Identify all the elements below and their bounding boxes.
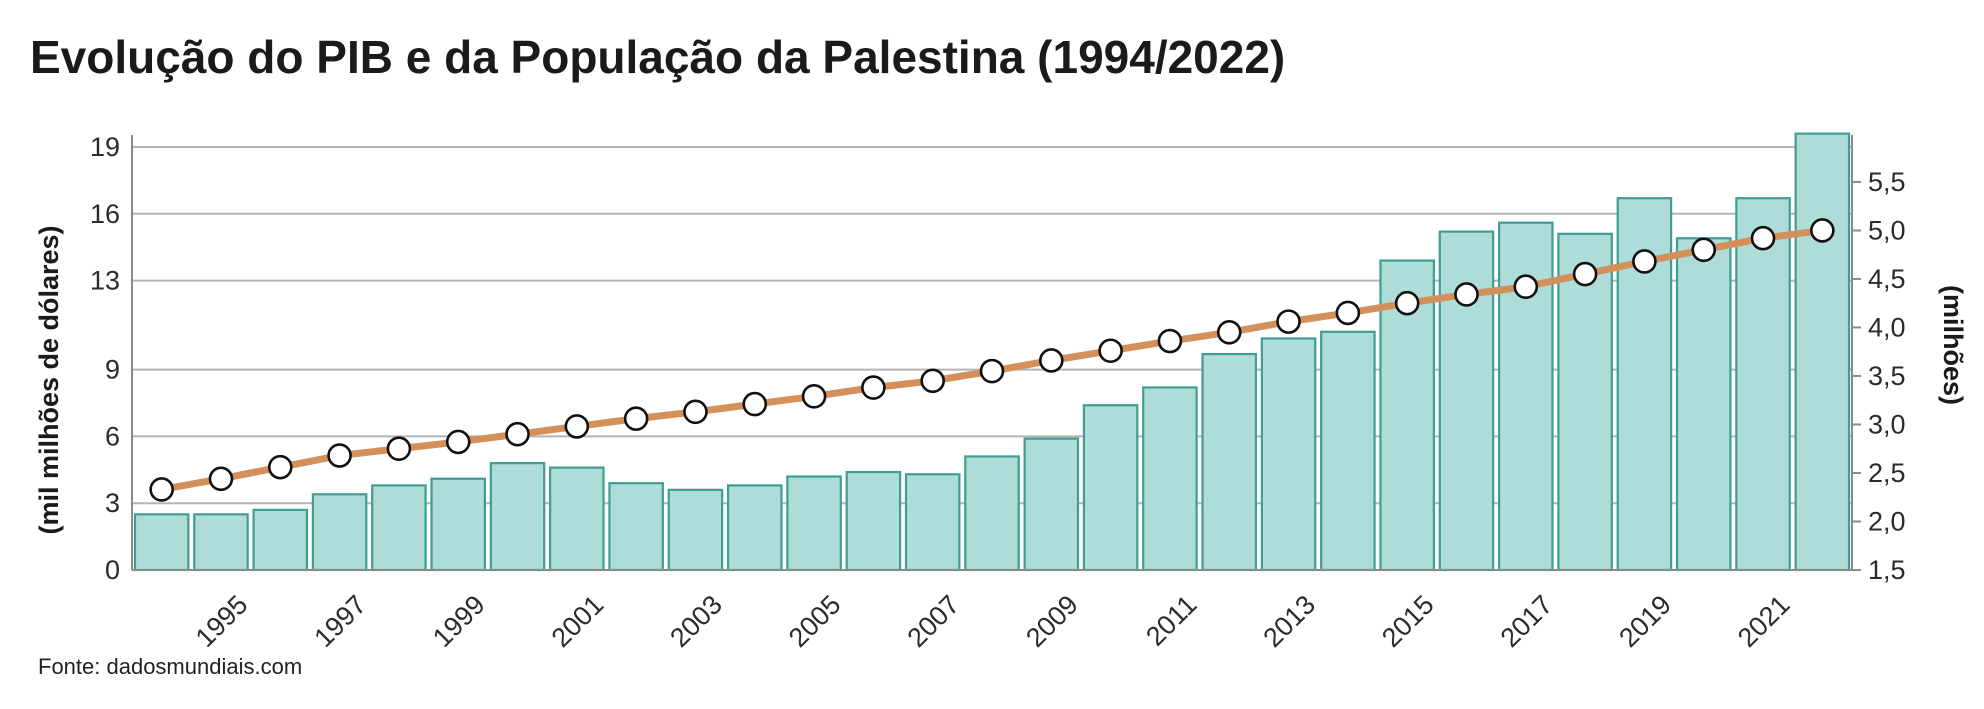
gdp-bar (726, 484, 783, 572)
gdp-bar (430, 477, 486, 572)
population-point (1216, 320, 1242, 345)
left-tick-label: 6 (105, 421, 120, 451)
population-point (386, 436, 412, 462)
gdp-bars (133, 132, 1851, 572)
x-tick-label: 1995 (190, 589, 254, 653)
gdp-bar (1142, 386, 1198, 572)
population-point (149, 477, 174, 502)
x-tick-label: 2011 (1140, 589, 1202, 651)
x-tick-label: 2007 (902, 589, 966, 653)
source-note: Fonte: dadosmundiais.com (38, 654, 303, 679)
gdp-bar (608, 482, 664, 572)
population-point (1750, 225, 1776, 251)
chart-title: Evolução do PIB e da População da Palest… (30, 31, 1286, 83)
population-point (564, 414, 590, 439)
population-point (1632, 249, 1657, 274)
gdp-bar (964, 455, 1020, 572)
population-point (1157, 328, 1183, 354)
gdp-bar (786, 475, 842, 572)
gdp-bar (311, 493, 368, 572)
population-point (1394, 290, 1420, 316)
right-tick-label: 2,5 (1868, 458, 1906, 488)
x-tick-label: 2015 (1376, 589, 1440, 653)
gdp-bar (1675, 237, 1732, 572)
gdp-bar (1023, 437, 1080, 572)
population-point (1039, 348, 1064, 373)
population-point (1276, 309, 1301, 334)
right-tick-label: 3,0 (1868, 409, 1906, 439)
population-point (267, 454, 293, 480)
axes (131, 135, 1861, 571)
population-point (861, 375, 886, 400)
population-point (801, 384, 827, 409)
right-tick-label: 5,5 (1868, 167, 1906, 197)
population-point (1098, 338, 1123, 364)
gdp-bar (1320, 330, 1376, 572)
x-tick-label: 2013 (1257, 589, 1321, 653)
population-point (1335, 300, 1361, 326)
population-point (208, 466, 234, 492)
population-point (1691, 237, 1717, 263)
right-tick-label: 2,0 (1868, 506, 1906, 536)
left-tick-label: 0 (105, 555, 120, 585)
population-point (1513, 274, 1539, 300)
x-tick-label: 1997 (308, 589, 372, 653)
population-point (979, 358, 1005, 384)
right-tick-label: 4,0 (1868, 312, 1906, 342)
gdp-bar (667, 488, 724, 572)
right-axis-label: (milhões) (1938, 285, 1968, 405)
gdp-bar (1557, 232, 1613, 572)
left-tick-label: 16 (90, 199, 120, 229)
left-tick-label: 9 (105, 355, 120, 385)
gdp-bar (1735, 197, 1791, 572)
gdp-bar (371, 484, 427, 572)
population-point (327, 443, 352, 468)
population-point (1572, 261, 1598, 287)
right-tick-label: 5,0 (1868, 215, 1906, 245)
population-point (742, 391, 768, 417)
gdp-bar (1260, 337, 1317, 572)
right-tick-label: 1,5 (1868, 555, 1906, 585)
gdp-bar (904, 473, 961, 572)
population-point (920, 368, 945, 394)
right-tick-label: 4,5 (1868, 264, 1906, 294)
x-tick-label: 2021 (1732, 589, 1796, 653)
x-tick-label: 2001 (546, 589, 610, 653)
gdp-bar (549, 466, 605, 572)
population-point (623, 406, 649, 431)
population-point (445, 429, 471, 455)
gdp-bar (1201, 352, 1258, 572)
left-tick-label: 13 (90, 266, 120, 296)
x-tick-label: 2017 (1495, 589, 1559, 653)
x-tick-label: 2019 (1613, 589, 1677, 653)
x-tick-label: 2005 (783, 589, 847, 653)
left-axis-label: (mil milhões de dólares) (34, 225, 64, 534)
x-tick-label: 2003 (664, 589, 728, 653)
population-point (1454, 282, 1479, 307)
gdp-bar (252, 508, 309, 572)
population-point (505, 421, 530, 447)
gdp-bar (133, 513, 190, 572)
gdp-bar (489, 462, 546, 572)
population-point (1810, 218, 1835, 243)
population-line (149, 218, 1835, 502)
x-tick-label: 1999 (427, 589, 491, 653)
gdp-bar (1794, 132, 1851, 572)
gdp-bar (1082, 404, 1139, 572)
x-tick-label: 2009 (1020, 589, 1084, 653)
left-tick-label: 3 (105, 488, 120, 518)
right-tick-label: 3,5 (1868, 361, 1906, 391)
population-point (683, 399, 708, 425)
gdp-bar (193, 513, 249, 572)
gdp-bar (845, 470, 902, 572)
left-tick-label: 19 (90, 132, 120, 162)
